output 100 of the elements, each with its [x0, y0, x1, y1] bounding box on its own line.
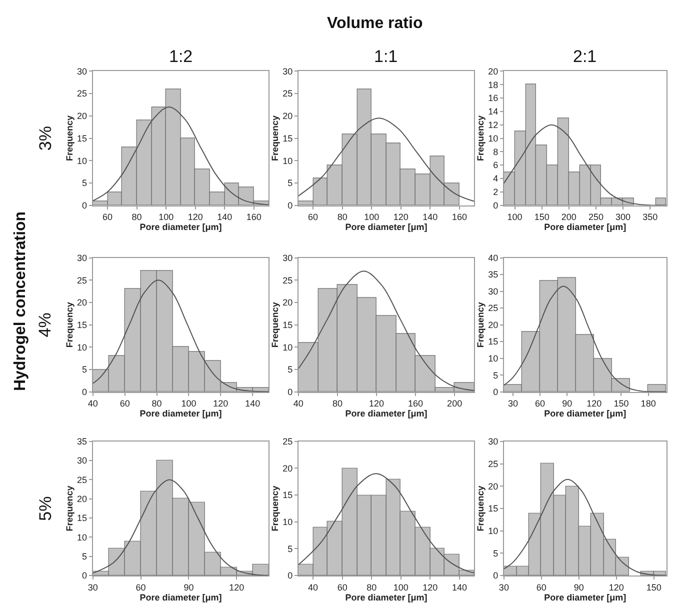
- y-tick-label: 40: [488, 252, 498, 263]
- x-axis-title: Pore diameter [μm]: [544, 408, 626, 419]
- x-tick-label: 120: [213, 398, 228, 409]
- y-tick-label: 12: [488, 120, 498, 130]
- x-tick-label: 80: [132, 212, 142, 222]
- x-axis-title: Pore diameter [μm]: [140, 222, 222, 232]
- y-tick-label: 30: [282, 66, 293, 76]
- y-tick-label: 5: [288, 364, 293, 375]
- x-axis-title: Pore diameter [μm]: [345, 222, 428, 232]
- y-tick-label: 0: [288, 200, 293, 210]
- x-tick-label: 100: [364, 212, 380, 222]
- y-tick-label: 5: [288, 178, 293, 188]
- y-tick-label: 20: [77, 494, 88, 504]
- x-tick-label: 350: [642, 212, 658, 222]
- x-tick-label: 80: [366, 582, 377, 592]
- x-tick-label: 140: [217, 212, 232, 222]
- y-tick-label: 25: [282, 275, 293, 286]
- x-tick-label: 140: [422, 212, 438, 222]
- x-tick-label: 160: [408, 398, 424, 409]
- y-tick-label: 15: [282, 133, 293, 144]
- x-tick-label: 120: [608, 582, 624, 592]
- x-tick-label: 100: [507, 212, 522, 222]
- x-axis-title: Pore diameter [μm]: [140, 408, 222, 419]
- x-tick-label: 150: [646, 582, 662, 592]
- y-tick-label: 10: [77, 156, 88, 166]
- y-tick-label: 30: [77, 66, 88, 76]
- y-tick-label: 20: [488, 481, 498, 492]
- y-tick-label: 15: [77, 513, 88, 524]
- y-tick-label: 15: [77, 320, 88, 330]
- x-axis-title: Pore diameter [μm]: [345, 592, 428, 602]
- y-tick-label: 20: [282, 463, 293, 474]
- x-tick-label: 80: [332, 398, 342, 409]
- y-tick-label: 30: [77, 252, 88, 263]
- y-tick-label: 0: [288, 387, 293, 398]
- line-series: [298, 270, 474, 392]
- x-tick-label: 150: [534, 212, 550, 222]
- x-axis-title: Pore diameter [μm]: [544, 222, 626, 232]
- x-tick-label: 100: [158, 212, 174, 222]
- x-tick-label: 160: [452, 212, 467, 222]
- y-tick-label: 5: [288, 544, 293, 554]
- y-tick-label: 15: [282, 320, 293, 330]
- y-tick-label: 0: [493, 570, 498, 581]
- y-axis-title: Frequency: [270, 302, 280, 348]
- x-tick-label: 120: [422, 582, 438, 592]
- x-tick-label: 160: [246, 212, 262, 222]
- y-tick-label: 0: [493, 387, 498, 398]
- x-tick-label: 90: [562, 398, 572, 409]
- x-tick-label: 60: [536, 582, 546, 592]
- text: 5%: [36, 496, 55, 521]
- y-tick-label: 30: [488, 286, 498, 296]
- y-tick-label: 0: [288, 570, 293, 581]
- x-tick-label: 140: [452, 582, 467, 592]
- x-tick-label: 80: [337, 212, 348, 222]
- x-axis-title: Pore diameter [μm]: [544, 592, 626, 602]
- y-tick-label: 10: [282, 517, 293, 528]
- x-tick-label: 120: [586, 398, 602, 409]
- x-tick-label: 60: [120, 398, 130, 409]
- y-axis-title: Frequency: [270, 486, 280, 532]
- y-tick-label: 2: [493, 187, 498, 198]
- x-axis-title: Pore diameter [μm]: [345, 408, 428, 419]
- y-tick-label: 25: [77, 88, 88, 99]
- y-tick-label: 35: [77, 436, 88, 447]
- y-tick-label: 5: [82, 552, 88, 562]
- y-tick-label: 0: [493, 200, 498, 210]
- y-tick-label: 5: [82, 178, 88, 188]
- y-tick-label: 20: [77, 111, 88, 122]
- y-tick-label: 15: [282, 490, 293, 500]
- y-tick-label: 5: [82, 364, 88, 375]
- y-tick-label: 0: [82, 570, 88, 581]
- x-tick-label: 100: [393, 582, 408, 592]
- x-tick-label: 200: [561, 212, 576, 222]
- x-tick-label: 200: [447, 398, 462, 409]
- x-tick-label: 60: [337, 582, 348, 592]
- x-tick-label: 180: [640, 398, 656, 409]
- x-tick-label: 120: [188, 212, 203, 222]
- y-tick-label: 30: [488, 436, 498, 447]
- line-series: [92, 479, 269, 576]
- y-tick-label: 15: [488, 504, 498, 514]
- x-tick-label: 90: [574, 582, 584, 592]
- y-tick-label: 6: [493, 160, 498, 170]
- y-axis-title: Frequency: [475, 486, 486, 532]
- y-tick-label: 10: [282, 156, 293, 166]
- y-tick-label: 0: [82, 387, 88, 398]
- y-axis-title: Frequency: [475, 302, 486, 348]
- x-axis-title: Pore diameter [μm]: [140, 592, 222, 602]
- x-tick-label: 80: [152, 398, 162, 409]
- chart-title: 1:2: [169, 47, 193, 66]
- y-tick-label: 5: [493, 548, 498, 558]
- y-tick-label: 8: [493, 146, 498, 157]
- x-tick-label: 100: [181, 398, 196, 409]
- y-tick-label: 10: [77, 532, 88, 542]
- chart-title: 1:1: [374, 47, 398, 66]
- y-axis-title: Frequency: [475, 116, 486, 162]
- x-tick-label: 120: [229, 582, 244, 592]
- y-tick-label: 25: [488, 303, 498, 314]
- y-tick-label: 5: [493, 370, 498, 380]
- y-tick-label: 20: [77, 298, 88, 308]
- x-tick-label: 60: [102, 212, 113, 222]
- y-tick-label: 14: [488, 106, 498, 117]
- y-tick-label: 0: [82, 200, 88, 210]
